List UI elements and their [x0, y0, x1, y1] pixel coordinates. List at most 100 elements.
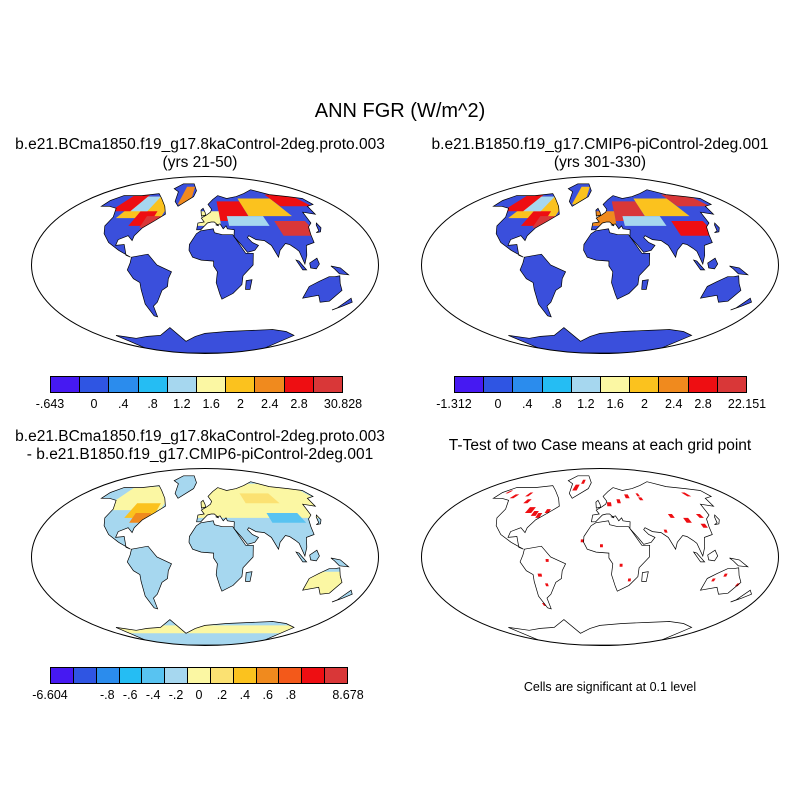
land-sumatra	[296, 260, 307, 270]
coastline	[188, 520, 254, 592]
coastline	[583, 228, 651, 300]
colorbar-panel2	[454, 376, 747, 393]
land-greenland	[568, 475, 592, 499]
colorbar-panel2-labels: -1.312 0 .4 .8 1.2 1.6 2 2.4 2.8 22.151	[436, 397, 766, 413]
field-patch	[622, 216, 667, 226]
colorbar-box	[226, 377, 256, 392]
colorbar-tick-label: 2.4	[261, 397, 279, 411]
colorbar-tick-label: .8	[147, 397, 158, 411]
colorbar-box	[142, 668, 166, 683]
colorbar-box	[630, 377, 660, 392]
coastline	[331, 589, 353, 603]
panel3-title: b.e21.BCma1850.f19_g17.8kaControl-2deg.p…	[15, 428, 385, 463]
colorbar-box	[255, 377, 285, 392]
map-panel-pi-control	[421, 176, 779, 354]
colorbar-box	[601, 377, 631, 392]
coastline	[590, 189, 715, 266]
colorbar-box	[73, 668, 97, 683]
coastline	[173, 475, 197, 499]
coastline	[302, 275, 343, 303]
colorbar-tick-label: 0	[90, 397, 98, 411]
significant-cell	[683, 517, 692, 523]
significant-cell	[723, 573, 728, 577]
colorbar-panel3-labels: -6.604 -.8 -.6 -.4 -.2 0 .2 .4 .6 .8 8.678	[32, 688, 363, 704]
field-patch	[226, 216, 270, 226]
coastline	[492, 485, 560, 550]
colorbar-box	[119, 668, 143, 683]
significant-cell	[700, 523, 708, 528]
map-panel-8ka-control	[31, 176, 379, 354]
colorbar-panel3	[50, 667, 348, 684]
colorbar-box	[165, 668, 189, 683]
colorbar-box	[313, 377, 343, 392]
coastline	[567, 183, 592, 207]
coastline	[196, 189, 317, 266]
colorbar-box	[688, 377, 718, 392]
colorbar-tick-label: -.2	[168, 688, 184, 702]
land-japan	[714, 515, 720, 525]
coastline	[707, 549, 719, 562]
land-borneo	[309, 550, 320, 561]
colorbar-tick-label: 2.4	[665, 397, 683, 411]
map-border	[31, 176, 379, 354]
colorbar-tick-label: .4	[118, 397, 129, 411]
colorbar-box	[571, 377, 602, 392]
coastline	[200, 207, 207, 217]
coastline	[295, 551, 308, 563]
coastline	[692, 551, 706, 563]
coastline	[330, 265, 350, 276]
land-sumatra	[693, 260, 705, 270]
land-australia	[700, 567, 741, 595]
colorbar-box	[659, 377, 689, 392]
coastline	[330, 557, 350, 568]
colorbar-box	[542, 377, 572, 392]
coastline	[309, 549, 320, 562]
coastline	[331, 297, 353, 311]
map-border	[421, 176, 779, 354]
colorbar-tick-label: .2	[216, 688, 228, 702]
colorbar-tick-label: 0	[494, 397, 502, 411]
panel1-title: b.e21.BCma1850.f19_g17.8kaControl-2deg.p…	[15, 136, 385, 171]
significant-cell	[624, 494, 630, 499]
coastline	[714, 514, 720, 526]
significant-cell	[545, 559, 549, 562]
colorbar-tick-label: .6	[262, 688, 273, 702]
land-antarctica	[508, 327, 692, 353]
colorbar-tick-label: -1.312	[436, 397, 472, 411]
colorbar-tick-label: 22.151	[727, 397, 767, 411]
colorbar-box	[51, 377, 81, 392]
colorbar-box	[197, 377, 227, 392]
colorbar-box	[233, 668, 257, 683]
significant-cell	[606, 502, 612, 507]
colorbar-tick-label: 8.678	[332, 688, 364, 702]
significant-cell	[663, 529, 668, 533]
land-new-guinea	[729, 266, 748, 275]
colorbar-tick-label: 2.8	[694, 397, 712, 411]
land-africa	[189, 520, 254, 592]
colorbar-box	[455, 377, 485, 392]
land-borneo	[707, 550, 718, 561]
colorbar-tick-label: 2	[236, 397, 244, 411]
significant-cell	[509, 494, 520, 499]
significant-cell	[616, 499, 621, 504]
colorbar-tick-label: -.6	[122, 688, 138, 702]
coastline	[714, 222, 720, 234]
significant-cell	[535, 513, 543, 518]
colorbar-tick-label: -6.604	[32, 688, 68, 702]
colorbar-box	[109, 377, 139, 392]
significant-cell	[580, 539, 584, 543]
coastline	[295, 259, 308, 271]
land-australia	[302, 275, 342, 303]
land-sumatra	[296, 552, 307, 562]
land-south-america	[127, 254, 172, 317]
significant-cell	[681, 492, 692, 497]
colorbar-tick-label: .8	[285, 688, 296, 702]
land-africa	[583, 520, 650, 592]
coastline	[699, 275, 742, 303]
colorbar-tick-label: 1.6	[202, 397, 220, 411]
significant-cell	[635, 493, 640, 497]
colorbar-tick-label: 2.8	[290, 397, 308, 411]
land-south-america	[520, 546, 566, 609]
field-patch	[110, 194, 151, 212]
coastline	[100, 193, 166, 258]
